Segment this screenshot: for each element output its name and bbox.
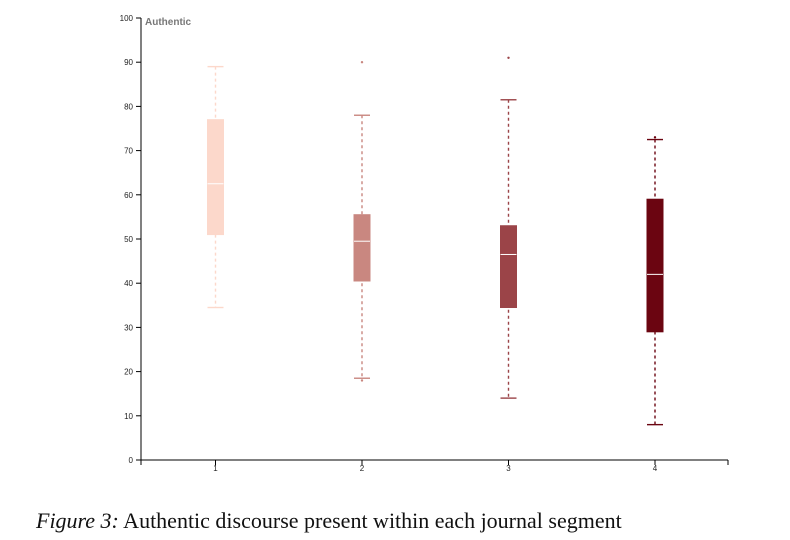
y-tick-label: 40 xyxy=(124,279,133,288)
y-axis-label: Authentic xyxy=(145,17,192,28)
y-tick-label: 80 xyxy=(124,102,133,111)
box-iqr xyxy=(207,119,224,236)
figure-label: Figure 3: xyxy=(36,508,119,533)
y-tick-label: 90 xyxy=(124,58,133,67)
x-tick-label: 4 xyxy=(653,464,658,473)
box-iqr xyxy=(646,198,664,333)
box-group-4 xyxy=(646,136,664,426)
y-tick-label: 10 xyxy=(124,412,133,421)
y-tick-label: 50 xyxy=(124,235,133,244)
box-iqr xyxy=(353,214,371,282)
y-tick-label: 30 xyxy=(124,323,133,332)
axes: 0 10 20 30 40 50 60 70 80 90 100 1 2 3 4 xyxy=(120,14,729,473)
boxplot-chart: 0 10 20 30 40 50 60 70 80 90 100 1 2 3 4 Authentic xyxy=(120,14,729,473)
y-tick-label: 0 xyxy=(129,456,134,465)
y-tick-label: 60 xyxy=(124,191,133,200)
figure-caption: Figure 3: Authentic discourse present wi… xyxy=(36,508,622,534)
y-tick-label: 70 xyxy=(124,147,133,156)
outlier-point xyxy=(653,136,657,139)
x-tick-label: 2 xyxy=(360,464,365,473)
y-tick-label: 20 xyxy=(124,368,133,377)
x-tick-label: 1 xyxy=(213,464,218,473)
box-group-2 xyxy=(353,61,371,382)
outlier-point xyxy=(360,379,364,382)
box-group-3 xyxy=(500,56,517,399)
outlier-point xyxy=(507,56,510,59)
caption-text: Authentic discourse present within each … xyxy=(118,508,622,533)
outlier-point xyxy=(360,61,364,64)
box-iqr xyxy=(500,225,517,309)
box-group-1 xyxy=(207,65,224,309)
y-tick-label: 100 xyxy=(120,14,134,23)
x-tick-label: 3 xyxy=(506,464,511,473)
boxes xyxy=(207,56,664,426)
